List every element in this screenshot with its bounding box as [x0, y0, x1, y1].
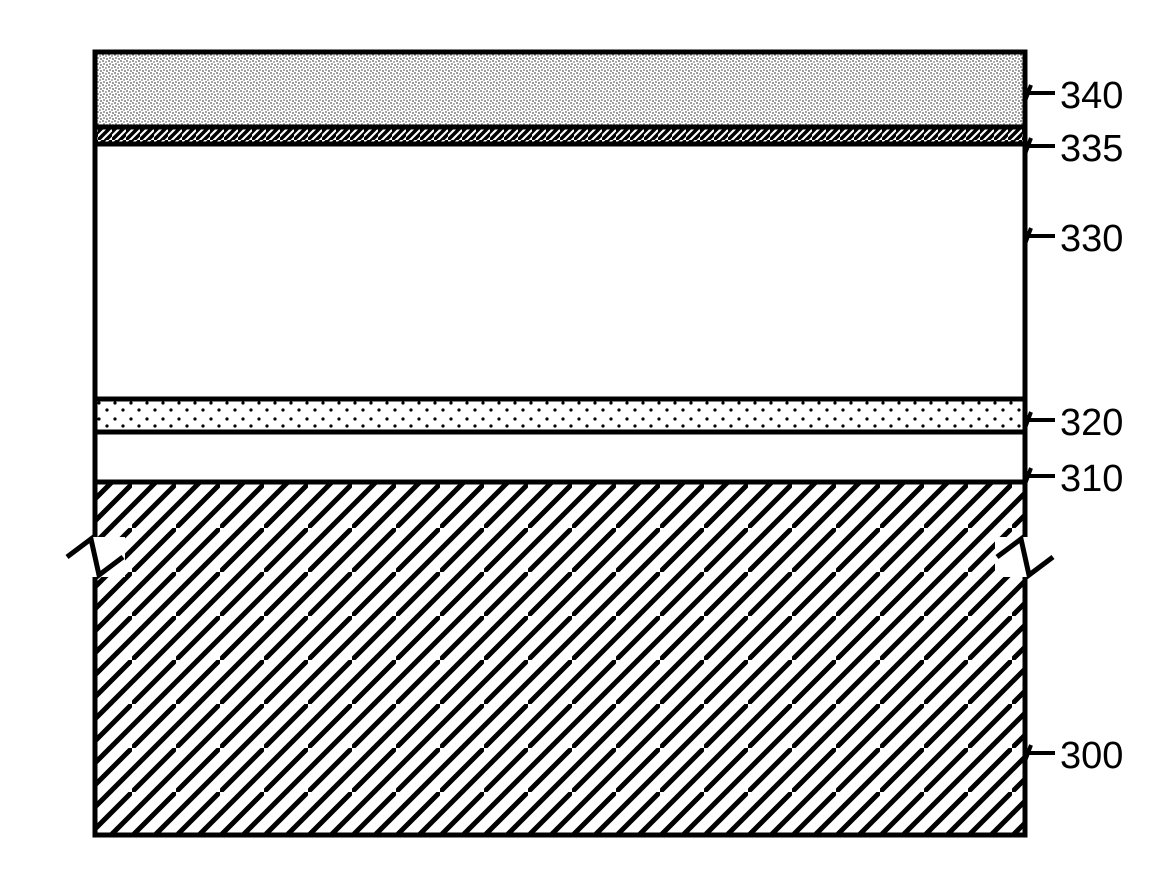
layer-300 [95, 482, 1025, 835]
label-310: 310 [1060, 458, 1123, 501]
layer-330 [95, 144, 1025, 404]
layer-310 [95, 432, 1025, 487]
leader-320 [1025, 412, 1055, 428]
leader-300 [1025, 745, 1055, 761]
leader-340 [1025, 85, 1055, 101]
label-300: 300 [1060, 735, 1123, 778]
label-330: 330 [1060, 218, 1123, 261]
layer-340 [95, 52, 1025, 132]
layer-stack-diagram [0, 0, 1176, 885]
label-320: 320 [1060, 402, 1123, 445]
leader-330 [1025, 228, 1055, 244]
leader-310 [1025, 468, 1055, 484]
label-340: 340 [1060, 75, 1123, 118]
leader-335 [1025, 138, 1055, 154]
label-335: 335 [1060, 128, 1123, 171]
